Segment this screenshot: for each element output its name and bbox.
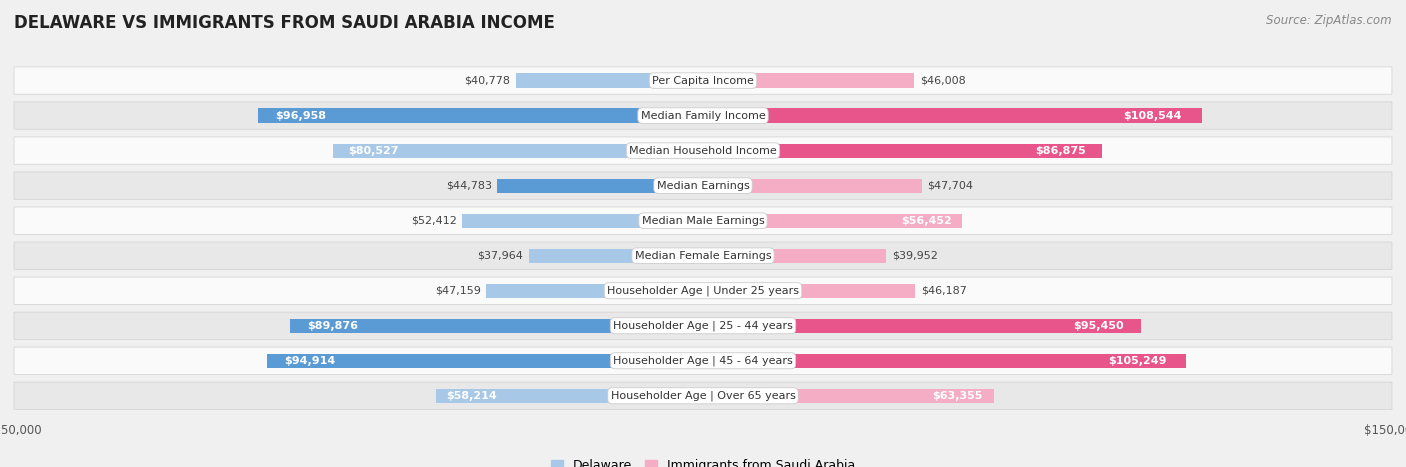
Bar	[333, 143, 703, 158]
Bar	[703, 143, 1102, 158]
Bar	[703, 283, 915, 298]
Text: Per Capita Income: Per Capita Income	[652, 76, 754, 85]
Text: $89,876: $89,876	[307, 321, 357, 331]
Text: $56,452: $56,452	[901, 216, 952, 226]
Text: $63,355: $63,355	[932, 391, 983, 401]
FancyBboxPatch shape	[14, 67, 1392, 94]
Text: $58,214: $58,214	[446, 391, 498, 401]
FancyBboxPatch shape	[14, 102, 1392, 129]
Text: $44,783: $44,783	[446, 181, 492, 191]
Text: Householder Age | 45 - 64 years: Householder Age | 45 - 64 years	[613, 355, 793, 366]
Text: $96,958: $96,958	[276, 111, 326, 120]
Text: Householder Age | Under 25 years: Householder Age | Under 25 years	[607, 285, 799, 296]
Text: $40,778: $40,778	[464, 76, 510, 85]
Text: $105,249: $105,249	[1108, 356, 1167, 366]
FancyBboxPatch shape	[14, 312, 1392, 340]
Text: $46,008: $46,008	[920, 76, 966, 85]
Text: $37,964: $37,964	[477, 251, 523, 261]
Bar	[486, 283, 703, 298]
Text: $47,159: $47,159	[434, 286, 481, 296]
Bar	[703, 248, 887, 263]
FancyBboxPatch shape	[14, 347, 1392, 375]
Bar	[498, 178, 703, 193]
FancyBboxPatch shape	[14, 172, 1392, 199]
Bar	[703, 178, 922, 193]
Bar	[436, 389, 703, 403]
Bar	[703, 213, 962, 228]
Text: $108,544: $108,544	[1123, 111, 1181, 120]
Text: $52,412: $52,412	[411, 216, 457, 226]
Legend: Delaware, Immigrants from Saudi Arabia: Delaware, Immigrants from Saudi Arabia	[551, 460, 855, 467]
Text: $80,527: $80,527	[347, 146, 398, 156]
Text: Median Male Earnings: Median Male Earnings	[641, 216, 765, 226]
Text: Median Household Income: Median Household Income	[628, 146, 778, 156]
Text: $46,187: $46,187	[921, 286, 966, 296]
FancyBboxPatch shape	[14, 207, 1392, 234]
Text: $95,450: $95,450	[1073, 321, 1123, 331]
Text: Median Earnings: Median Earnings	[657, 181, 749, 191]
Bar	[703, 318, 1142, 333]
Bar	[257, 108, 703, 123]
Bar	[703, 389, 994, 403]
Text: $94,914: $94,914	[284, 356, 336, 366]
Text: $47,704: $47,704	[928, 181, 973, 191]
Bar	[463, 213, 703, 228]
FancyBboxPatch shape	[14, 382, 1392, 410]
Bar	[703, 73, 914, 88]
Bar	[529, 248, 703, 263]
Text: Median Female Earnings: Median Female Earnings	[634, 251, 772, 261]
Text: Householder Age | Over 65 years: Householder Age | Over 65 years	[610, 390, 796, 401]
Bar	[703, 108, 1202, 123]
Text: $86,875: $86,875	[1035, 146, 1085, 156]
Bar	[290, 318, 703, 333]
Bar	[516, 73, 703, 88]
FancyBboxPatch shape	[14, 277, 1392, 304]
FancyBboxPatch shape	[14, 242, 1392, 269]
FancyBboxPatch shape	[14, 137, 1392, 164]
Text: DELAWARE VS IMMIGRANTS FROM SAUDI ARABIA INCOME: DELAWARE VS IMMIGRANTS FROM SAUDI ARABIA…	[14, 14, 555, 32]
Text: Source: ZipAtlas.com: Source: ZipAtlas.com	[1267, 14, 1392, 27]
Text: $39,952: $39,952	[891, 251, 938, 261]
Text: Householder Age | 25 - 44 years: Householder Age | 25 - 44 years	[613, 320, 793, 331]
Bar	[267, 354, 703, 368]
Text: Median Family Income: Median Family Income	[641, 111, 765, 120]
Bar	[703, 354, 1187, 368]
